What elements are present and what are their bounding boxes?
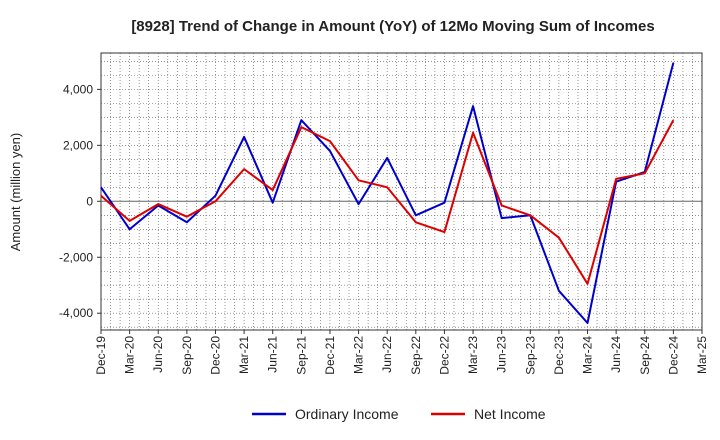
x-tick-label: Mar-23 xyxy=(466,336,480,374)
series-line-net-income xyxy=(100,119,675,285)
x-tick-label: Sep-23 xyxy=(523,336,537,375)
legend-label-ordinary-income: Ordinary Income xyxy=(295,406,399,422)
x-tick-label: Sep-22 xyxy=(409,336,423,375)
y-tick-label: -4,000 xyxy=(59,306,93,320)
x-tick-label: Jun-21 xyxy=(266,336,280,373)
y-axis-ticks: -4,000 -2,000 0 2,000 4,000 xyxy=(59,82,101,320)
x-tick-label: Mar-24 xyxy=(581,336,595,374)
series-line-ordinary-income xyxy=(100,62,675,325)
x-tick-label: Dec-23 xyxy=(552,336,566,375)
x-tick-label: Dec-21 xyxy=(323,336,337,375)
grid xyxy=(100,53,702,330)
y-tick-label: 2,000 xyxy=(63,138,93,152)
x-tick-label: Sep-24 xyxy=(638,336,652,375)
x-tick-label: Mar-20 xyxy=(123,336,137,374)
x-tick-label: Jun-22 xyxy=(380,336,394,373)
y-axis-label: Amount (million yen) xyxy=(8,133,23,252)
series-lines xyxy=(100,62,675,325)
chart-title: [8928] Trend of Change in Amount (YoY) o… xyxy=(131,18,654,35)
x-tick-label: Mar-25 xyxy=(695,336,709,374)
plot-area-frame xyxy=(100,52,703,331)
x-tick-label: Mar-22 xyxy=(352,336,366,374)
x-tick-label: Dec-19 xyxy=(94,336,108,375)
x-tick-label: Dec-20 xyxy=(208,336,222,375)
x-tick-label: Dec-22 xyxy=(437,336,451,375)
x-tick-label: Jun-20 xyxy=(151,336,165,373)
legend-label-net-income: Net Income xyxy=(474,406,546,422)
x-tick-label: Dec-24 xyxy=(666,336,680,375)
y-tick-label: 0 xyxy=(86,194,93,208)
y-tick-label: -2,000 xyxy=(59,250,93,264)
x-tick-label: Mar-21 xyxy=(237,336,251,374)
x-tick-label: Jun-24 xyxy=(609,336,623,373)
legend: Ordinary Income Net Income xyxy=(252,406,546,422)
y-tick-label: 4,000 xyxy=(63,82,93,96)
x-axis-ticks: Dec-19 Mar-20 Jun-20 Sep-20 Dec-20 Mar-21 Jun-… xyxy=(94,330,709,375)
x-tick-label: Jun-23 xyxy=(495,336,509,373)
x-tick-label: Sep-21 xyxy=(294,336,308,375)
x-tick-label: Sep-20 xyxy=(180,336,194,375)
